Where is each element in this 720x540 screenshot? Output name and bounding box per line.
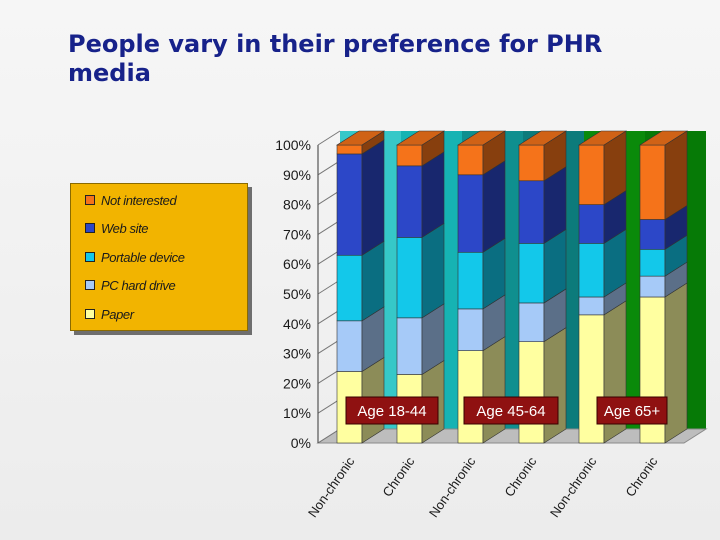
bar-segment (396, 237, 423, 319)
bar-segment (396, 144, 423, 167)
bar-top (638, 130, 689, 146)
x-tick-label: Non-chronic (305, 454, 358, 520)
legend-swatch (85, 195, 95, 205)
bar-segment (639, 144, 666, 220)
legend-label: Not interested (101, 192, 177, 208)
bar-segment (336, 254, 363, 322)
gridline (317, 428, 341, 444)
gridline (317, 190, 341, 206)
bar-segment (457, 174, 484, 253)
legend-label: PC hard drive (101, 277, 176, 293)
y-tick-label: 40% (283, 316, 311, 332)
page-title: People vary in their preference for PHR … (68, 30, 603, 87)
y-tick-label: 70% (283, 226, 311, 242)
legend-item-web-site: Web site (85, 220, 149, 236)
y-tick-label: 60% (283, 256, 311, 272)
group-label-box (463, 396, 559, 425)
bar-segment (336, 144, 363, 155)
bar-segment (578, 144, 605, 205)
x-tick-label: Chronic (379, 454, 417, 500)
y-tick-label: 0% (291, 435, 311, 451)
legend-swatch (85, 280, 95, 290)
gridline (317, 309, 341, 325)
legend-swatch (85, 223, 95, 233)
bar-top (577, 130, 628, 146)
bar-segment-side (543, 327, 567, 444)
gridline (317, 219, 341, 235)
gridline (317, 130, 341, 146)
y-tick-label: 80% (283, 197, 311, 213)
y-tick-label: 30% (283, 346, 311, 362)
legend-item-paper: Paper (85, 306, 134, 322)
legend-item-not-interested: Not interested (85, 192, 177, 208)
chart-legend: Not interested Web site Portable device … (70, 183, 248, 331)
legend-item-pc-hard-drive: PC hard drive (85, 277, 176, 293)
group-label-box (596, 396, 668, 425)
group-label: Age 65+ (604, 403, 661, 420)
y-tick-label: 10% (283, 405, 311, 421)
bar-segment (518, 302, 545, 342)
y-tick-label: 50% (283, 286, 311, 302)
bar-top (335, 130, 386, 146)
group-label-box (345, 396, 439, 425)
legend-label: Portable device (101, 249, 185, 265)
bar-segment-side (421, 151, 445, 238)
bar-segment (518, 180, 545, 244)
legend-label: Web site (101, 220, 149, 236)
gridline (317, 160, 341, 176)
bar-segment (518, 243, 545, 304)
gridline (317, 279, 341, 295)
bar-segment-side (482, 160, 506, 253)
bar-segment (336, 153, 363, 256)
legend-swatch (85, 252, 95, 262)
bar-top (517, 130, 568, 146)
bar-segment (639, 249, 666, 277)
bar-segment (518, 144, 545, 182)
y-tick-label: 90% (283, 167, 311, 183)
legend-swatch (85, 309, 95, 319)
x-tick-label: Non-chronic (547, 454, 600, 520)
bar-segment (457, 251, 484, 310)
bar-segment (336, 320, 363, 372)
gridline (317, 249, 341, 265)
bar-segment (396, 165, 423, 238)
bar-segment (396, 317, 423, 375)
x-tick-label: Non-chronic (426, 454, 479, 520)
x-tick-label: Chronic (622, 454, 660, 500)
bar-segment (457, 144, 484, 176)
gridline (317, 368, 341, 384)
y-tick-label: 20% (283, 375, 311, 391)
bar-segment-side (361, 139, 385, 256)
legend-item-portable-device: Portable device (85, 249, 185, 265)
bar-segment-side (664, 130, 688, 221)
group-label: Age 18-44 (357, 403, 426, 420)
bar-top (456, 130, 507, 146)
gridline (317, 339, 341, 355)
bar-segment (578, 296, 605, 316)
bar-segment (518, 341, 545, 444)
x-tick-label: Chronic (501, 454, 539, 500)
bar-segment-side (482, 336, 506, 444)
bar-segment (578, 204, 605, 244)
group-label: Age 45-64 (476, 403, 545, 420)
bar-segment (639, 219, 666, 250)
bar-top (395, 130, 446, 146)
legend-label: Paper (101, 306, 134, 322)
bar-segment (639, 275, 666, 298)
bar-segment (457, 308, 484, 351)
bar-segment (578, 243, 605, 298)
y-tick-label: 100% (275, 137, 311, 153)
bar-segment-side (664, 282, 688, 444)
gridline (317, 398, 341, 414)
bar-segment-side (421, 222, 445, 319)
